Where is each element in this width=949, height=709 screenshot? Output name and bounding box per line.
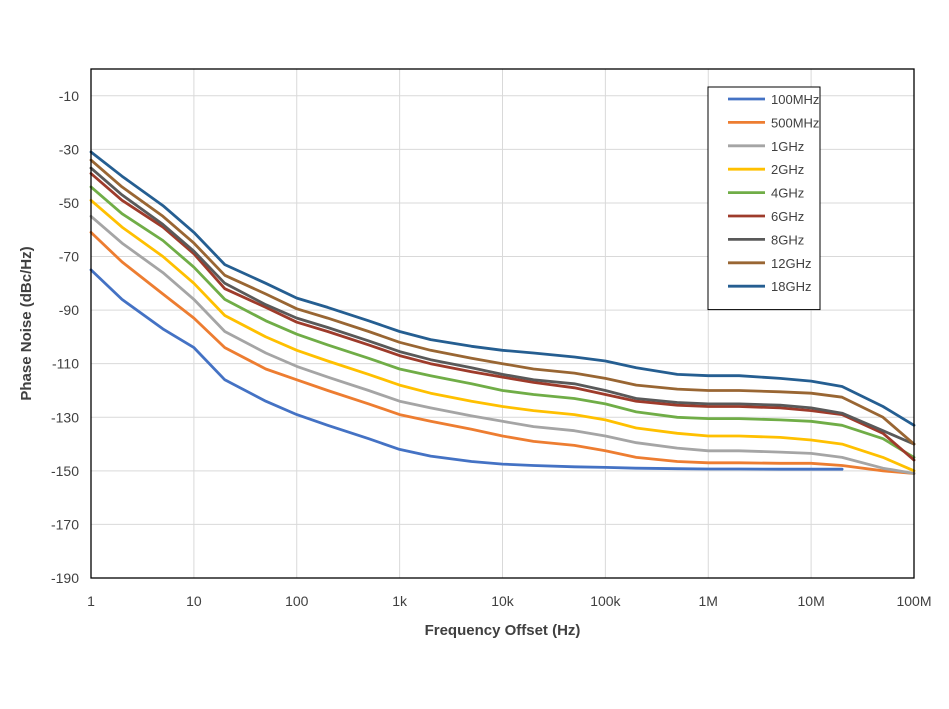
series-line-1ghz xyxy=(89,214,916,475)
y-axis-title: Phase Noise (dBc/Hz) xyxy=(18,246,35,400)
y-tick-label: -10 xyxy=(59,88,79,104)
y-axis-ticks: -10 -30 -50 -70 -90 -110 -130 -150 -170 -190 xyxy=(51,88,79,586)
legend: 100MHz 500MHz 1GHz 2GHz 4GHz 6GHz 8GHz 12GHz 18G… xyxy=(707,86,821,311)
series-line-100mhz xyxy=(89,268,844,471)
series-layer xyxy=(89,150,916,475)
legend-label: 100MHz xyxy=(771,92,819,107)
series-line-12ghz xyxy=(89,158,916,446)
series-line-2ghz xyxy=(89,198,916,473)
series-line-18ghz xyxy=(89,150,916,427)
x-tick-label: 10k xyxy=(491,593,515,609)
plot-border xyxy=(90,68,915,579)
x-tick-label: 1 xyxy=(87,593,95,609)
x-tick-label: 100k xyxy=(590,593,621,609)
y-tick-label: -90 xyxy=(59,302,79,318)
y-tick-label: -70 xyxy=(59,249,79,265)
y-tick-label: -150 xyxy=(51,463,79,479)
legend-label: 6GHz xyxy=(771,209,804,224)
legend-label: 18GHz xyxy=(771,279,811,294)
series-line-4ghz xyxy=(89,185,916,459)
legend-label: 4GHz xyxy=(771,186,804,201)
series-line-6ghz xyxy=(89,172,916,462)
y-tick-label: -190 xyxy=(51,570,79,586)
x-tick-label: 100M xyxy=(896,593,931,609)
y-tick-label: -50 xyxy=(59,195,79,211)
legend-label: 1GHz xyxy=(771,139,804,154)
y-tick-label: -30 xyxy=(59,141,79,157)
x-tick-label: 10 xyxy=(186,593,202,609)
x-tick-label: 1k xyxy=(392,593,408,609)
y-tick-label: -110 xyxy=(52,356,79,372)
x-axis-title: Frequency Offset (Hz) xyxy=(425,622,581,639)
y-tick-label: -130 xyxy=(51,409,79,425)
legend-label: 12GHz xyxy=(771,256,811,271)
legend-label: 500MHz xyxy=(771,115,819,130)
series-line-500mhz xyxy=(89,231,916,475)
x-axis-ticks: 1 10 100 1k 10k 100k 1M 10M 100M xyxy=(87,593,931,609)
legend-box xyxy=(707,86,821,311)
legend-label: 2GHz xyxy=(771,162,804,177)
legend-label: 8GHz xyxy=(771,232,804,247)
x-tick-label: 1M xyxy=(699,593,718,609)
series-line-8ghz xyxy=(89,166,916,446)
y-tick-label: -170 xyxy=(51,516,79,532)
x-tick-label: 100 xyxy=(285,593,309,609)
x-tick-label: 10M xyxy=(798,593,825,609)
